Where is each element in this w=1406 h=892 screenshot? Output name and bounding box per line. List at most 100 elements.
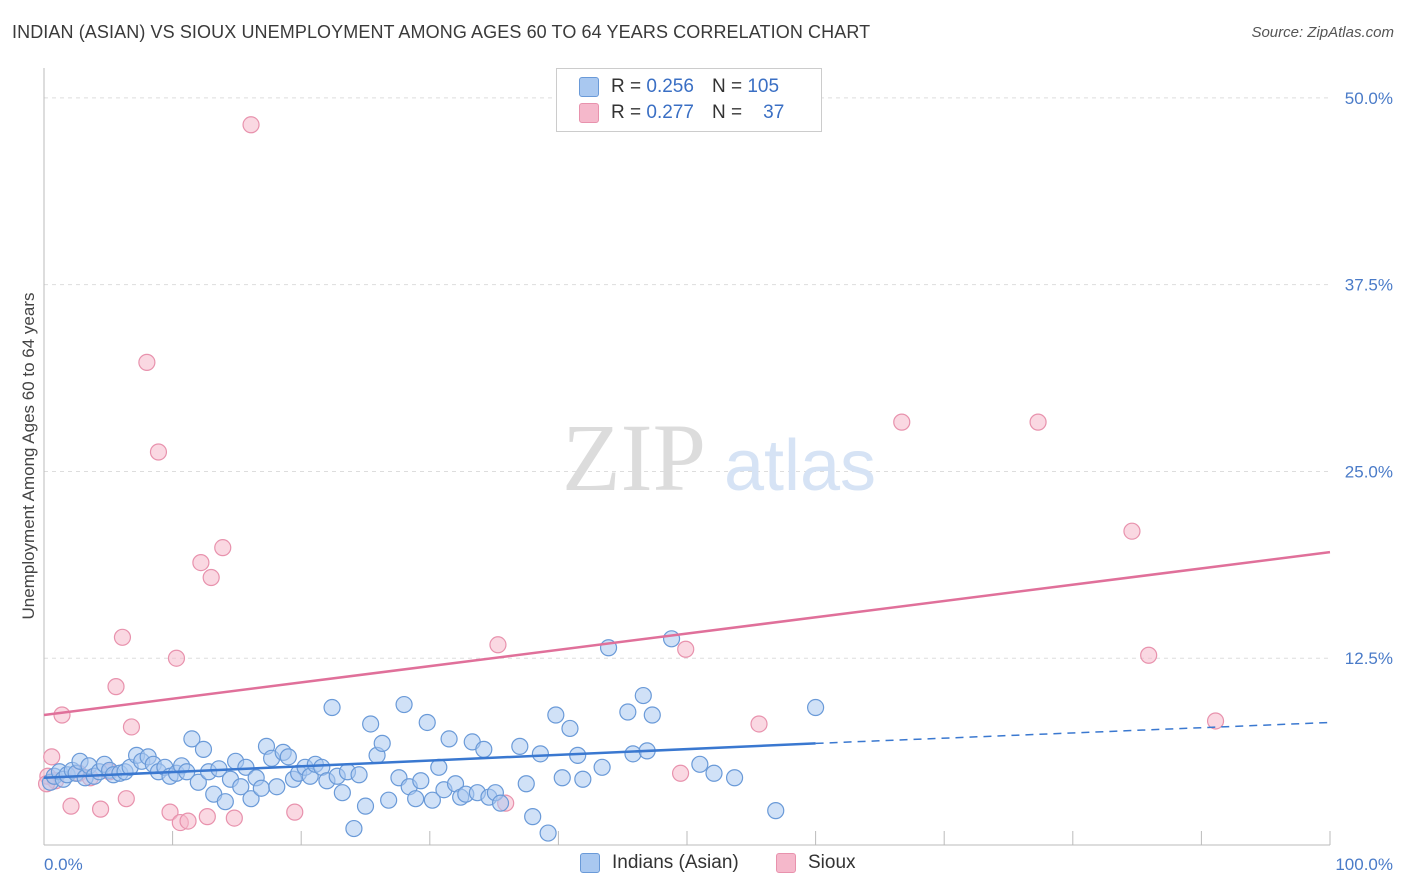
point-sioux — [43, 748, 61, 766]
point-sioux — [1140, 646, 1158, 664]
y-tick-label: 50.0% — [1345, 89, 1393, 108]
point-sioux — [149, 443, 168, 461]
point-indians — [624, 745, 642, 763]
point-indians — [593, 758, 611, 776]
point-sioux — [198, 808, 216, 826]
point-sioux — [750, 715, 768, 733]
x-tick-label-min: 0.0% — [44, 855, 83, 874]
point-indians — [574, 770, 592, 788]
point-indians — [279, 748, 297, 766]
point-sioux — [214, 539, 232, 557]
point-sioux — [677, 640, 695, 658]
point-indians — [547, 706, 565, 724]
point-sioux — [138, 353, 156, 371]
point-sioux — [179, 812, 197, 830]
gridlines — [44, 97, 1330, 659]
legend: R = 0.256 N = 105 R = 0.277 N = 37 — [556, 68, 822, 132]
point-sioux — [1029, 413, 1047, 431]
point-sioux — [893, 413, 911, 431]
watermark-atlas: atlas — [724, 426, 876, 506]
legend-r-value: 0.256 — [646, 76, 694, 97]
point-indians — [517, 775, 535, 793]
watermark: ZIP atlas — [562, 404, 876, 511]
x-ticks — [172, 831, 1331, 845]
point-indians — [362, 715, 380, 733]
bottom-legend-swatch-indians — [580, 853, 600, 873]
point-sioux — [107, 678, 125, 696]
y-axis-label: Unemployment Among Ages 60 to 64 years — [19, 293, 38, 620]
y-tick-label: 25.0% — [1345, 462, 1393, 481]
point-indians — [491, 794, 510, 812]
point-sioux — [671, 764, 690, 782]
point-indians — [333, 784, 351, 802]
y-tick-label: 12.5% — [1345, 649, 1393, 668]
legend-r-label: R = — [611, 102, 642, 123]
point-sioux — [192, 553, 210, 572]
legend-n-value: 37 — [763, 102, 785, 123]
bottom-legend: Indians (Asian) Sioux — [0, 852, 1406, 878]
legend-n-value: 105 — [747, 76, 780, 97]
point-sioux — [122, 718, 141, 736]
point-indians — [634, 686, 652, 705]
point-indians — [373, 734, 391, 752]
x-tick-label-max: 100.0% — [1335, 855, 1393, 874]
point-indians — [423, 791, 441, 809]
point-indians — [475, 740, 493, 758]
point-indians — [356, 797, 375, 815]
point-sioux — [202, 568, 220, 587]
trend-line-sioux — [43, 550, 1331, 717]
point-sioux — [1123, 522, 1141, 540]
point-sioux — [117, 790, 135, 808]
legend-n-label: N = — [711, 102, 743, 123]
point-indians — [539, 824, 557, 842]
point-sioux — [489, 636, 507, 654]
legend-row-sioux: R = 0.277 N = 37 — [579, 101, 784, 125]
series-indians-points — [41, 630, 825, 842]
source-label: Source: ZipAtlas.com — [1251, 24, 1394, 41]
bottom-legend-label-sioux: Sioux — [808, 852, 856, 873]
trend-lines — [43, 550, 1331, 780]
point-indians — [183, 730, 201, 748]
point-indians — [216, 793, 234, 811]
trend-line-indians-extension — [815, 721, 1331, 745]
point-indians — [531, 745, 549, 763]
point-sioux — [242, 116, 260, 134]
point-indians — [643, 706, 661, 724]
point-sioux — [113, 628, 132, 646]
point-indians — [524, 808, 542, 826]
point-indians — [553, 769, 571, 787]
bottom-legend-label-indians: Indians (Asian) — [612, 852, 739, 873]
trend-line-indians — [43, 742, 816, 780]
point-indians — [189, 773, 207, 791]
legend-swatch-sioux — [579, 103, 599, 123]
legend-n-label: N = — [711, 76, 743, 97]
point-indians — [767, 802, 785, 820]
point-indians — [345, 819, 363, 838]
chart-title: INDIAN (ASIAN) VS SIOUX UNEMPLOYMENT AMO… — [12, 22, 871, 42]
point-indians — [350, 766, 368, 784]
point-sioux — [225, 809, 243, 827]
legend-r-label: R = — [611, 76, 642, 97]
bottom-legend-swatch-sioux — [776, 853, 796, 873]
point-indians — [430, 758, 448, 776]
point-indians — [323, 698, 341, 717]
point-sioux — [167, 649, 186, 667]
point-sioux — [91, 800, 110, 818]
y-tick-labels: 12.5% 25.0% 37.5% 50.0% — [1345, 89, 1393, 668]
point-sioux — [62, 797, 80, 815]
point-indians — [725, 769, 744, 787]
point-indians — [232, 778, 250, 796]
point-indians — [511, 737, 529, 755]
bottom-legend-sioux: Sioux — [776, 852, 856, 874]
point-sioux — [53, 706, 71, 724]
point-sioux — [286, 803, 304, 821]
point-indians — [561, 719, 579, 738]
bottom-legend-indians: Indians (Asian) — [580, 852, 739, 874]
point-indians — [806, 698, 825, 717]
point-sioux — [161, 803, 179, 821]
point-indians — [407, 790, 425, 808]
point-indians — [619, 703, 637, 721]
point-indians — [412, 772, 430, 790]
point-indians — [194, 740, 213, 758]
